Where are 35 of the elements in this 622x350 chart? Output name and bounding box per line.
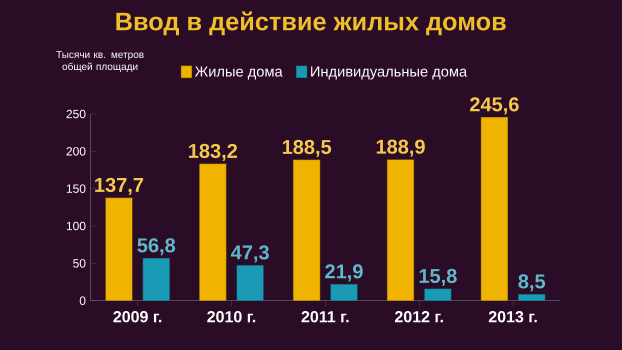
data-label: 56,8: [137, 238, 176, 256]
x-tick-label: 2010 г.: [207, 311, 256, 322]
data-label: 183,2: [189, 144, 238, 161]
data-label: 245,6: [470, 97, 519, 114]
bar: [480, 117, 508, 301]
legend-label: Жилые дома: [194, 66, 283, 80]
data-label: 15,8: [420, 268, 457, 286]
bar: [424, 288, 452, 301]
bar: [293, 160, 320, 301]
x-tick-label: 2009 г.: [113, 311, 162, 322]
bar: [518, 294, 546, 301]
legend-label: Индивидуальные дома: [311, 66, 468, 80]
y-axis-title: Тысячи кв. метров общей площади: [56, 51, 144, 72]
bar: [142, 258, 170, 301]
y-tick-label: 0: [80, 296, 86, 305]
data-label: 21,9: [325, 264, 363, 282]
bar: [330, 284, 358, 301]
data-label: 8,5: [518, 274, 546, 292]
y-tick-label: 150: [66, 184, 86, 193]
bar: [236, 265, 264, 301]
data-label: 188,9: [376, 140, 425, 157]
bar: [199, 164, 226, 301]
x-tick-label: 2013 г.: [488, 311, 537, 322]
x-tick-label: 2011 г.: [302, 311, 349, 322]
y-tick-label: 50: [73, 259, 86, 268]
y-tick-label: 200: [66, 147, 86, 156]
data-label: 137,7: [95, 178, 144, 195]
chart-title: Ввод в действие жилых домов: [116, 11, 506, 36]
bar: [105, 198, 133, 301]
data-label: 47,3: [230, 245, 269, 262]
y-tick-label: 250: [66, 110, 86, 118]
x-tick-label: 2012 г.: [394, 311, 443, 322]
y-tick-label: 100: [66, 222, 86, 230]
data-label: 188,5: [282, 140, 332, 157]
bar: [386, 159, 414, 301]
